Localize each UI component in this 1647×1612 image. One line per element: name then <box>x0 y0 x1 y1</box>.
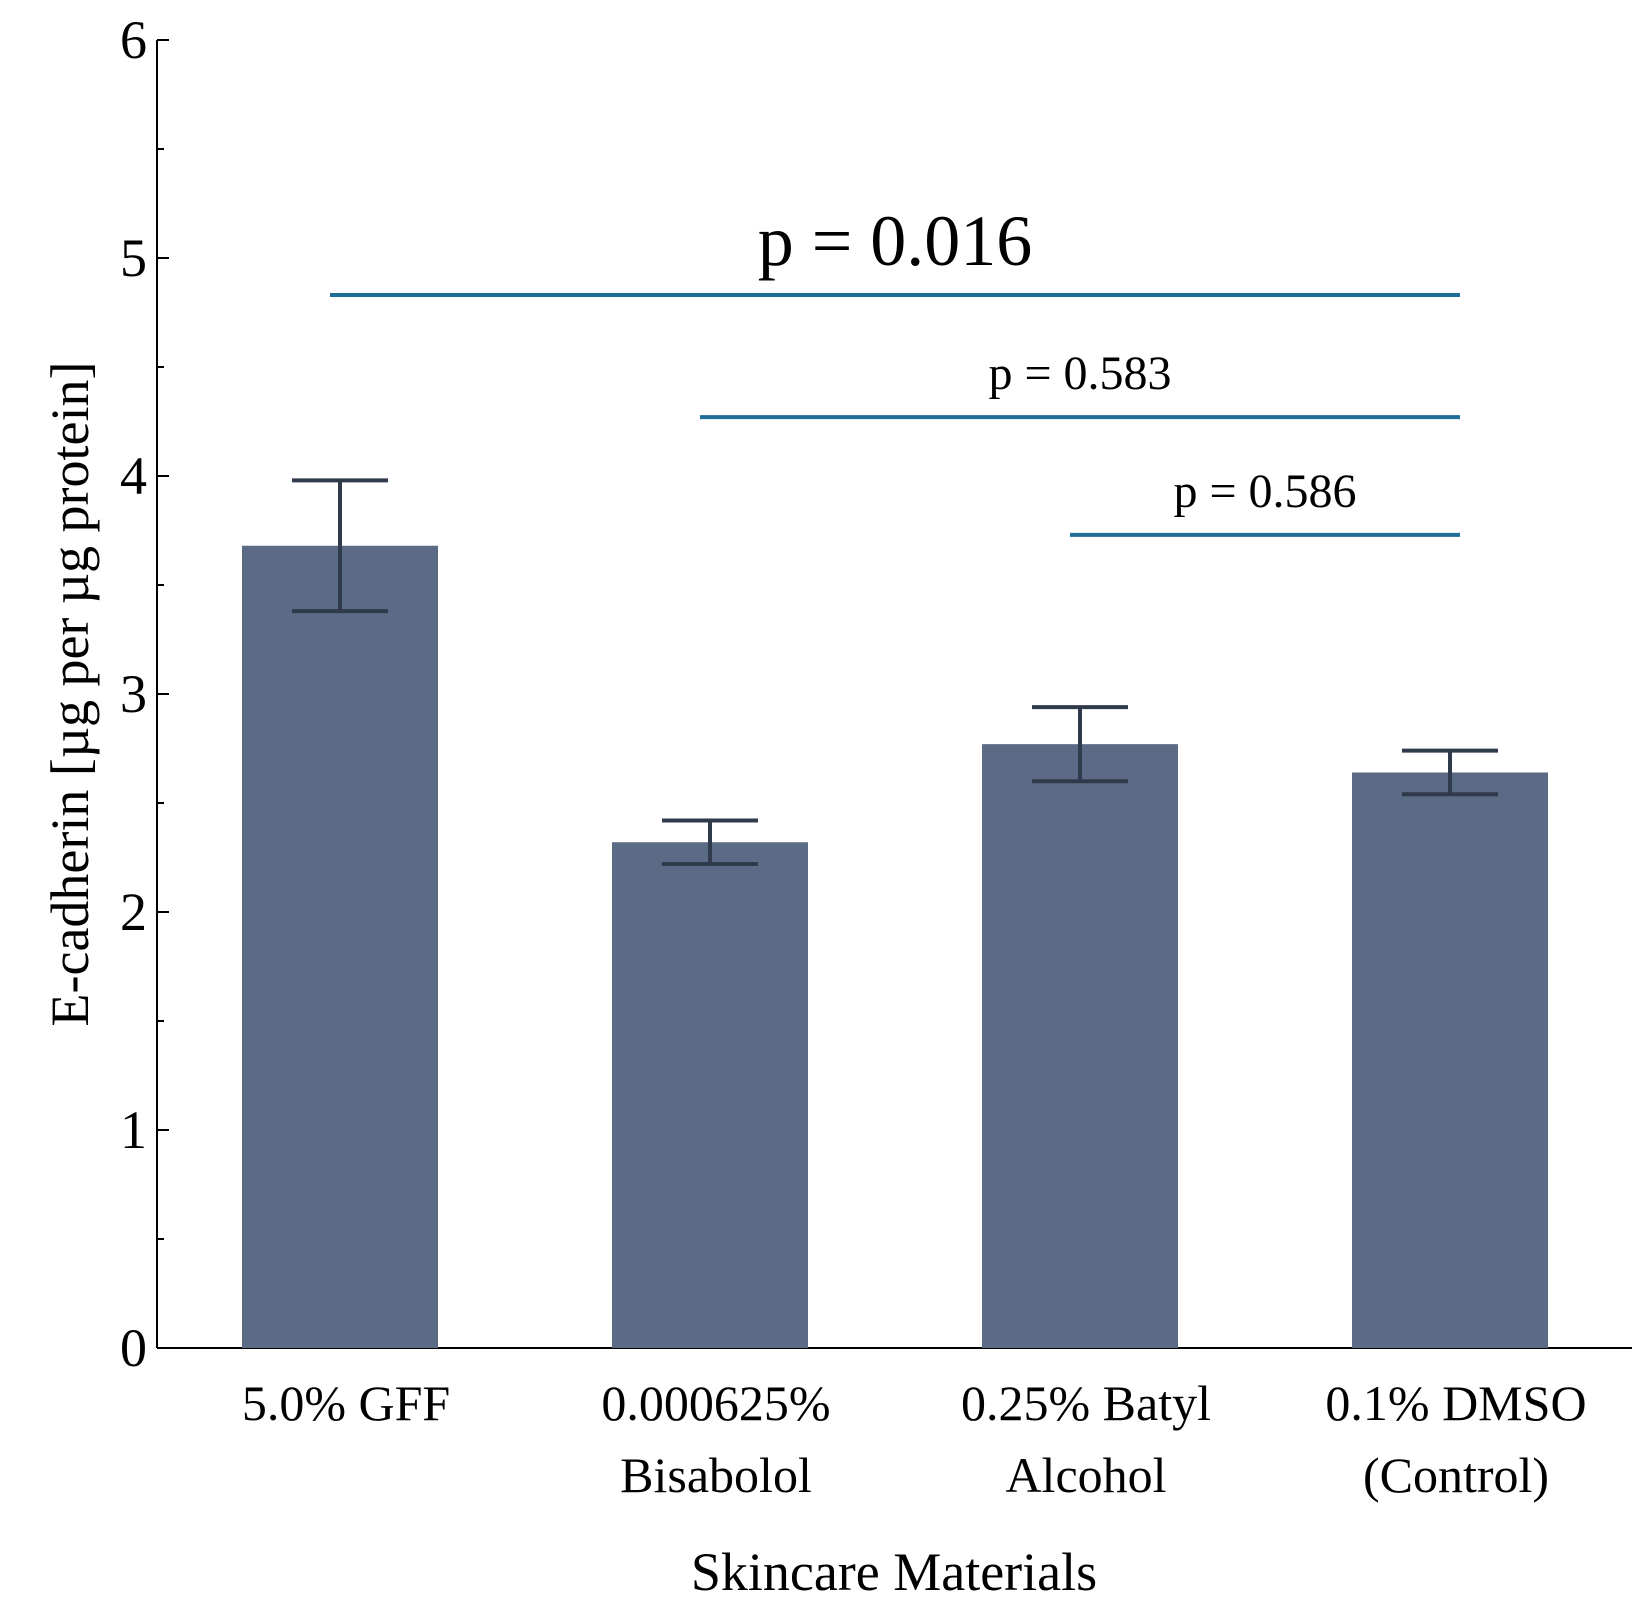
y-axis-ticks: 0 1 2 3 4 5 6 <box>120 10 169 1378</box>
x-category-label: 0.25% Batyl <box>961 1375 1211 1431</box>
x-axis-title: Skincare Materials <box>691 1542 1097 1602</box>
bar <box>242 545 438 1348</box>
y-tick-label: 1 <box>120 1100 147 1160</box>
x-category-label: Alcohol <box>1005 1447 1166 1503</box>
y-tick-label: 6 <box>120 10 147 70</box>
y-axis-title: E-cadherin [µg per µg protein] <box>40 362 100 1027</box>
x-category-label: 0.000625% <box>601 1375 830 1431</box>
x-category-label: 5.0% GFF <box>242 1375 450 1431</box>
bar <box>612 842 808 1348</box>
y-tick-label: 2 <box>120 882 147 942</box>
bars-group <box>242 545 1548 1348</box>
y-tick-label: 3 <box>120 664 147 724</box>
y-tick-label: 5 <box>120 228 147 288</box>
x-category-label: (Control) <box>1363 1447 1549 1503</box>
x-axis-labels: 5.0% GFF 0.000625% Bisabolol 0.25% Batyl Alc… <box>242 1375 1587 1503</box>
x-category-label: Bisabolol <box>620 1447 812 1503</box>
bar <box>982 744 1178 1348</box>
comparison-brackets-group: p = 0.016 p = 0.583 p = 0.586 <box>330 201 1460 537</box>
p-value-label: p = 0.586 <box>1173 465 1356 518</box>
bar <box>1352 772 1548 1348</box>
p-value-label: p = 0.583 <box>988 347 1171 400</box>
x-category-label: 0.1% DMSO <box>1325 1375 1586 1431</box>
p-value-label: p = 0.016 <box>758 201 1033 281</box>
y-tick-label: 0 <box>120 1318 147 1378</box>
y-tick-label: 4 <box>120 446 147 506</box>
error-bars-group <box>292 478 1498 867</box>
